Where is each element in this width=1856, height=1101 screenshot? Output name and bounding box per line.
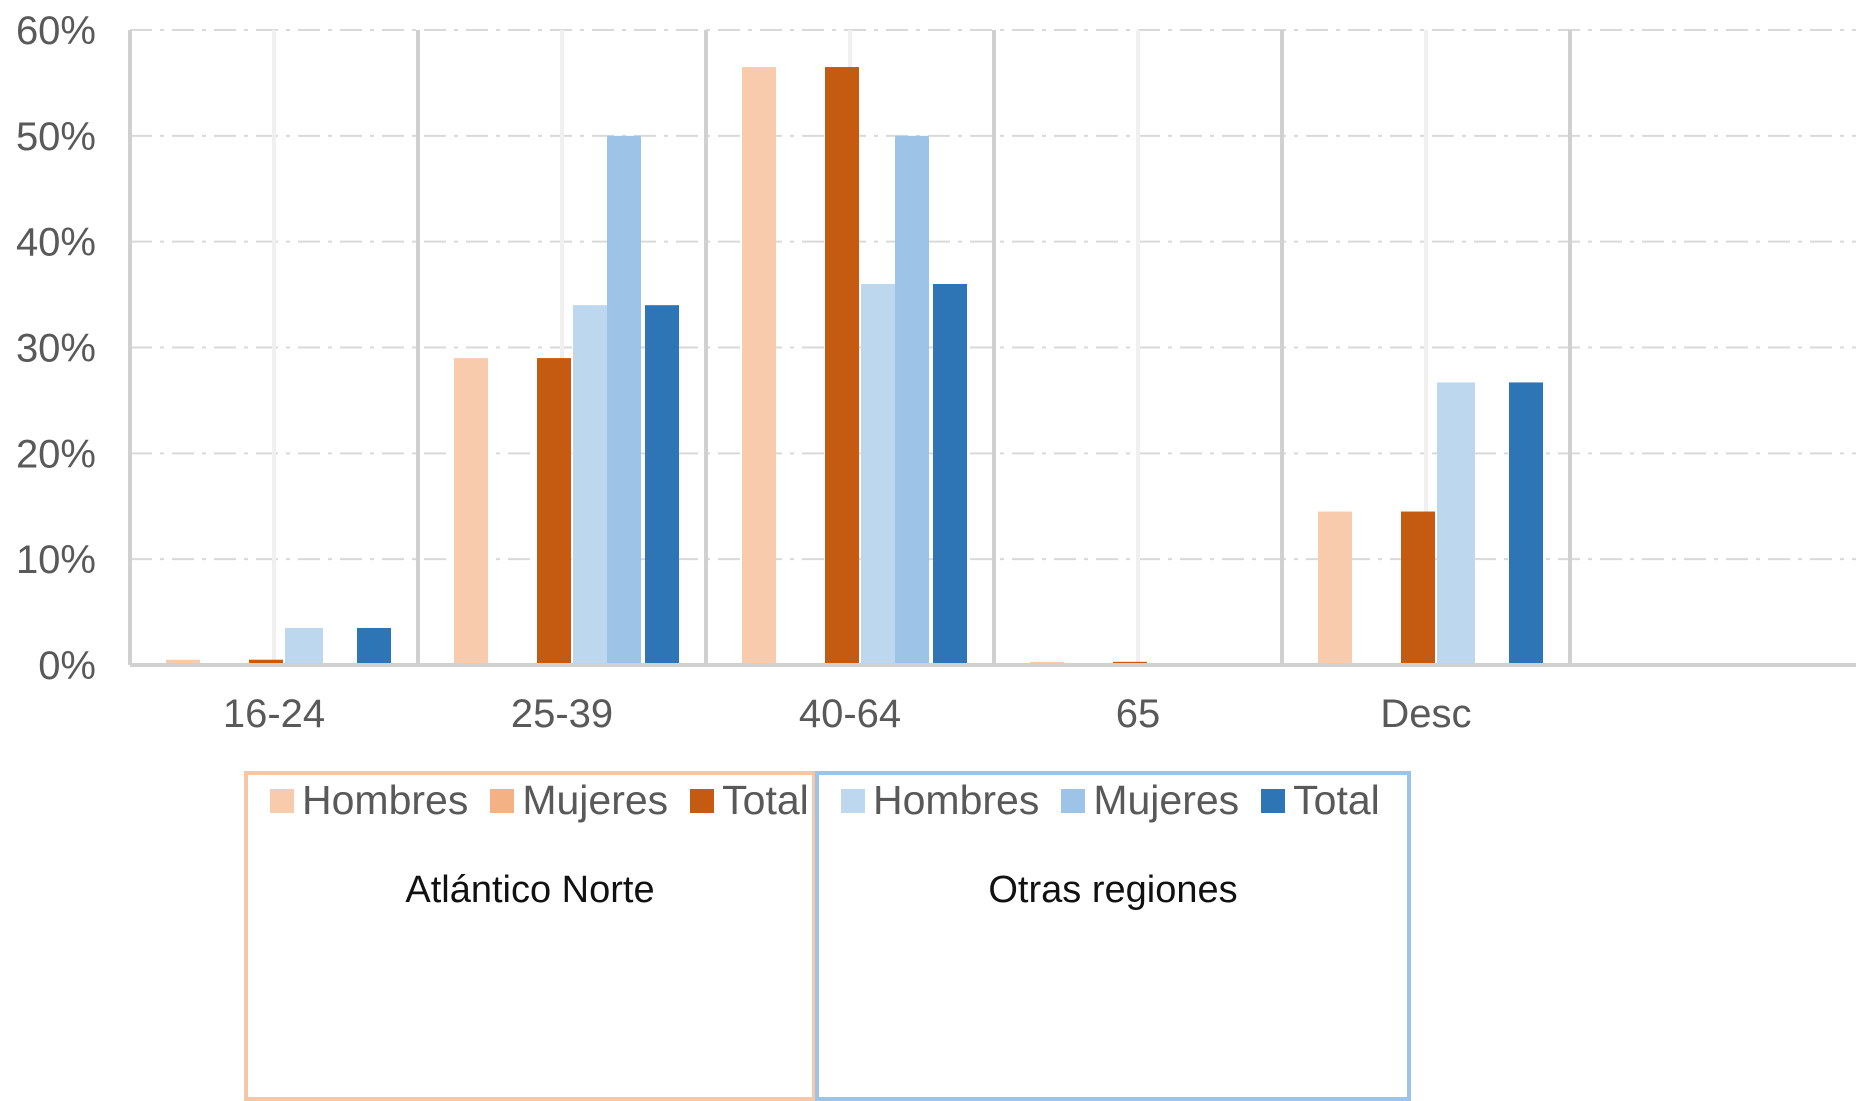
legend-swatch (1061, 788, 1086, 813)
legend-item-hombres: Hombres (270, 777, 468, 824)
y-tick-label: 40% (16, 221, 96, 265)
y-tick-label: 60% (16, 9, 96, 53)
legend-swatch (1261, 788, 1286, 813)
y-tick-label: 0% (38, 644, 96, 688)
x-tick-label: 40-64 (799, 692, 901, 736)
legend-item-hombres: Hombres (841, 777, 1039, 824)
bar-atl-ntico-norte-total (537, 358, 571, 665)
bar-atl-ntico-norte-hombres (454, 358, 488, 665)
legend-row: Hombres Mujeres Total (819, 777, 1407, 824)
legend-group-otras-regiones: Hombres Mujeres Total Otras regiones (815, 771, 1411, 1101)
legend-group-title: Atlántico Norte (405, 869, 655, 911)
bar-otras-regiones-hombres (861, 284, 899, 665)
legend-label: Total (1293, 777, 1380, 823)
bar-atl-ntico-norte-total (825, 67, 859, 665)
y-tick-label: 20% (16, 432, 96, 476)
legend-label: Hombres (302, 777, 469, 823)
bar-atl-ntico-norte-total (1401, 511, 1435, 665)
legend-item-total: Total (1261, 777, 1380, 824)
y-tick-label: 50% (16, 115, 96, 159)
bar-otras-regiones-mujeres (607, 135, 641, 666)
legend-group-atlantico-norte: Hombres Mujeres Total Atlántico Norte (244, 771, 816, 1101)
bar-otras-regiones-total (1509, 382, 1543, 665)
bar-otras-regiones-hombres (285, 627, 323, 665)
bar-atl-ntico-norte-hombres (742, 67, 776, 665)
bar-otras-regiones-hombres (573, 305, 611, 665)
legend-item-mujeres: Mujeres (490, 777, 668, 824)
legend-swatch (270, 788, 294, 813)
bar-otras-regiones-hombres (1437, 382, 1475, 665)
legend-item-total: Total (690, 777, 809, 824)
legend-row: Hombres Mujeres Total (248, 777, 812, 824)
legend-swatch (490, 788, 515, 813)
legend-group-title: Otras regiones (988, 869, 1238, 911)
legend-label: Hombres (873, 777, 1040, 823)
bar-atl-ntico-norte-total (249, 659, 283, 665)
legend-swatch (690, 788, 715, 813)
legend-label: Mujeres (522, 777, 669, 823)
legend-item-mujeres: Mujeres (1061, 777, 1239, 824)
bar-otras-regiones-total (357, 627, 391, 665)
y-tick-label: 30% (16, 327, 96, 371)
legend-label: Total (722, 777, 809, 823)
bar-otras-regiones-mujeres (895, 135, 929, 666)
bar-otras-regiones-total (645, 305, 679, 665)
bar-otras-regiones-total (933, 284, 967, 665)
x-tick-label: 16-24 (223, 692, 325, 736)
legend-label: Mujeres (1093, 777, 1240, 823)
bar-atl-ntico-norte-hombres (166, 659, 200, 665)
legend-swatch (841, 788, 865, 813)
y-tick-label: 10% (16, 538, 96, 582)
x-tick-label: Desc (1380, 692, 1471, 736)
bar-atl-ntico-norte-hombres (1318, 511, 1352, 665)
x-tick-label: 25-39 (511, 692, 613, 736)
x-tick-label: 65 (1116, 692, 1161, 736)
